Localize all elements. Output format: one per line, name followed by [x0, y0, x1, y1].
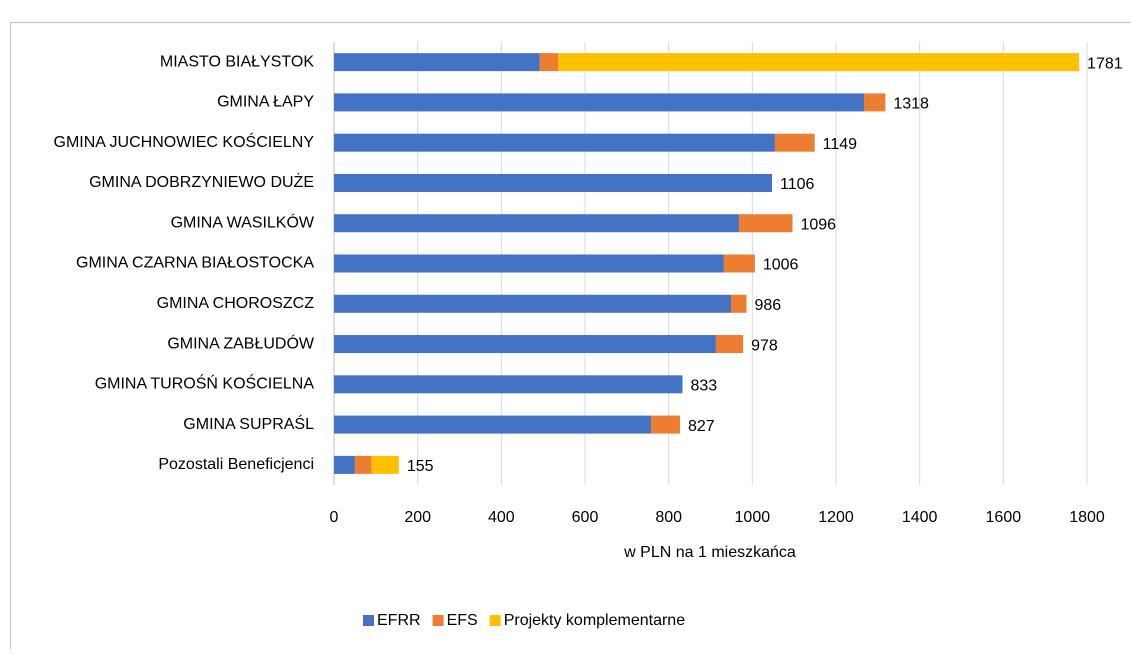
bar-segment [355, 456, 372, 474]
x-tick-label: 1400 [902, 509, 938, 526]
bar-segment [540, 53, 558, 71]
y-tick-label: MIASTO BIAŁYSTOK [160, 53, 314, 70]
total-label: 833 [690, 378, 717, 395]
x-tick-label: 200 [404, 509, 431, 526]
total-label: 1106 [780, 176, 815, 193]
y-tick-label: GMINA DOBRZYNIEWO DUŻE [89, 172, 314, 191]
total-label: 827 [688, 418, 715, 435]
total-label: 1781 [1087, 55, 1123, 72]
total-label: 1149 [823, 136, 858, 153]
x-tick-label: 1000 [735, 509, 771, 526]
total-label: 1318 [893, 96, 929, 113]
bar-segment [724, 255, 755, 273]
x-axis-title: w PLN na 1 mieszkańca [623, 544, 796, 561]
total-label: 978 [751, 337, 778, 354]
total-label: 1096 [800, 216, 836, 233]
bar-segment [651, 416, 680, 434]
bar-segment [716, 335, 743, 353]
bar-segment [334, 174, 772, 192]
x-tick-label: 600 [572, 509, 599, 526]
bar-segment [558, 53, 1079, 71]
y-tick-label: GMINA ŁAPY [217, 94, 314, 111]
legend-label: EFS [447, 612, 478, 629]
y-tick-label: Pozostali Beneficjenci [158, 456, 314, 473]
bar-segment [334, 53, 540, 71]
bar-segment [334, 214, 739, 232]
bar-segment [334, 295, 731, 313]
legend-swatch [490, 615, 501, 626]
legend-label: EFRR [377, 612, 421, 629]
y-tick-label: GMINA CZARNA BIAŁOSTOCKA [76, 255, 314, 272]
x-tick-label: 800 [655, 509, 682, 526]
bar-segment [334, 255, 724, 273]
bar-segment [731, 295, 746, 313]
y-tick-label: GMINA ZABŁUDÓW [167, 333, 315, 352]
y-tick-label: GMINA TUROŚŃ KOŚCIELNA [95, 374, 315, 393]
y-tick-label: GMINA WASILKÓW [171, 212, 315, 231]
x-tick-label: 1600 [986, 509, 1022, 526]
bar-segment [775, 134, 815, 152]
bar-segment [334, 134, 775, 152]
total-label: 1006 [763, 257, 799, 274]
total-label: 155 [407, 458, 434, 475]
legend-swatch [363, 615, 374, 626]
bar-segment [334, 93, 864, 111]
x-tick-label: 400 [488, 509, 515, 526]
y-tick-label: GMINA CHOROSZCZ [157, 295, 315, 312]
bar-segment [739, 214, 793, 232]
y-tick-label: GMINA JUCHNOWIEC KOŚCIELNY [54, 132, 315, 151]
x-tick-label: 1200 [818, 509, 854, 526]
x-tick-label: 1800 [1069, 509, 1105, 526]
legend-label: Projekty komplementarne [504, 612, 686, 629]
total-label: 986 [754, 297, 781, 314]
bar-segment [864, 93, 885, 111]
x-tick-label: 0 [330, 509, 339, 526]
bar-segment [334, 456, 355, 474]
bar-segment [334, 375, 682, 393]
bar-segment [334, 416, 651, 434]
bar-segment [334, 335, 716, 353]
bar-segment [372, 456, 399, 474]
legend-swatch [433, 615, 444, 626]
y-tick-label: GMINA SUPRAŚL [183, 414, 314, 433]
